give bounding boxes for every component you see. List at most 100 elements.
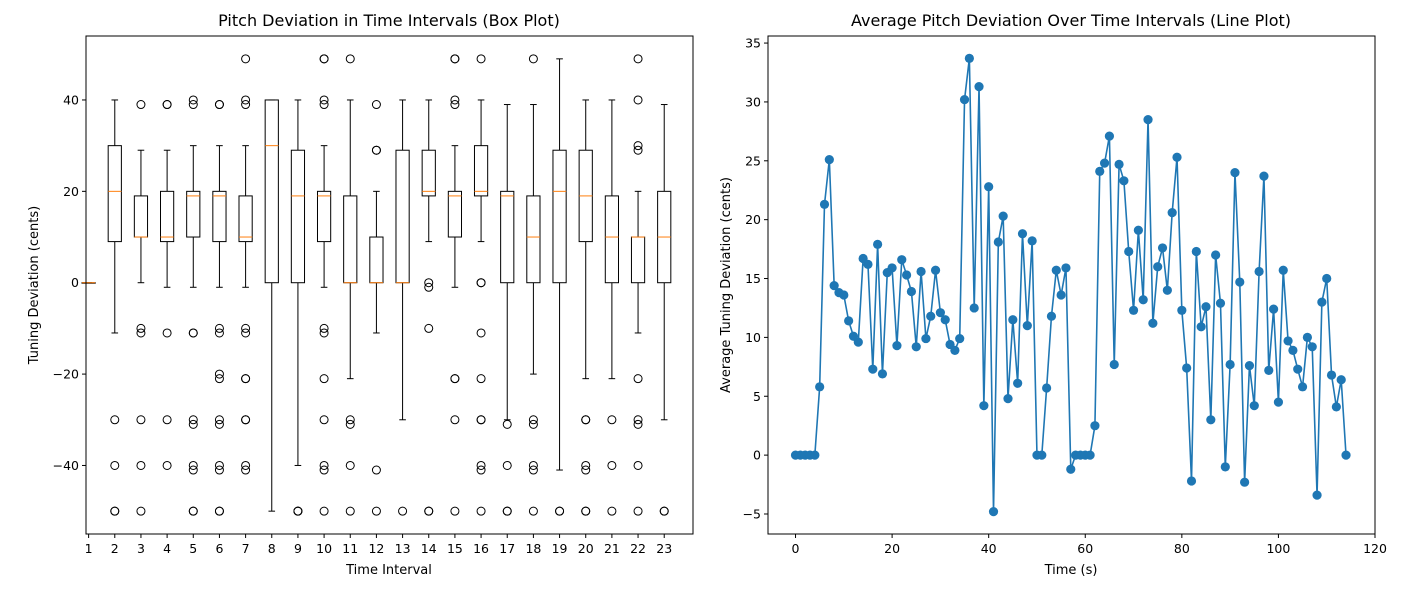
line-plot-x-axis-label: Time (s) bbox=[1044, 563, 1098, 578]
box-flier bbox=[241, 460, 251, 470]
box-flier bbox=[371, 145, 381, 155]
box-flier bbox=[528, 506, 538, 516]
avg-deviation-point bbox=[1114, 159, 1124, 169]
box-flier bbox=[136, 328, 146, 338]
avg-deviation-point bbox=[1322, 273, 1332, 284]
box-flier bbox=[293, 506, 303, 516]
box-y-tick-label: 40 bbox=[63, 92, 79, 107]
box-flier bbox=[188, 419, 198, 429]
avg-deviation-point bbox=[993, 237, 1003, 247]
avg-deviation-point bbox=[839, 290, 849, 300]
box-flier bbox=[214, 419, 224, 429]
avg-deviation-point bbox=[1331, 402, 1341, 412]
avg-deviation-point bbox=[1225, 359, 1235, 370]
box-flier bbox=[476, 460, 486, 470]
avg-deviation-point bbox=[964, 53, 974, 63]
box-flier bbox=[345, 460, 355, 470]
box-flier bbox=[162, 328, 172, 338]
line-x-tick-label: 100 bbox=[1266, 541, 1290, 556]
box-flier bbox=[319, 415, 329, 425]
avg-deviation-point bbox=[930, 265, 941, 275]
avg-deviation-point bbox=[1061, 263, 1071, 273]
avg-deviation-point bbox=[988, 507, 999, 517]
box-flier bbox=[502, 419, 512, 429]
box-flier bbox=[450, 506, 460, 516]
avg-deviation-point bbox=[1177, 305, 1187, 315]
avg-deviation-point bbox=[979, 401, 989, 411]
line-plot-y-axis-label: Average Tuning Deviation (cents) bbox=[719, 177, 734, 393]
avg-deviation-point bbox=[1264, 365, 1274, 375]
avg-deviation-point bbox=[1196, 322, 1206, 332]
avg-deviation-point bbox=[1003, 394, 1013, 404]
box-flier bbox=[241, 54, 251, 64]
box-flier bbox=[136, 460, 146, 470]
box-flier bbox=[136, 415, 146, 425]
box-x-tick-label: 18 bbox=[525, 541, 541, 556]
box-flier bbox=[450, 95, 460, 105]
box-y-tick-label: 0 bbox=[71, 275, 79, 290]
avg-deviation-point bbox=[873, 239, 883, 249]
box-iqr bbox=[552, 149, 567, 284]
avg-deviation-point bbox=[1162, 285, 1172, 295]
avg-deviation-point bbox=[1235, 277, 1245, 287]
box-flier bbox=[476, 374, 486, 384]
box-iqr bbox=[447, 190, 463, 238]
box-iqr bbox=[238, 195, 253, 243]
avg-deviation-point bbox=[824, 155, 834, 165]
avg-deviation-point bbox=[1249, 401, 1259, 411]
box-iqr bbox=[107, 145, 122, 243]
avg-deviation-point bbox=[901, 270, 912, 280]
avg-deviation-point bbox=[1182, 363, 1192, 373]
avg-deviation-point bbox=[1230, 167, 1240, 178]
avg-deviation-point bbox=[1066, 464, 1076, 474]
box-flier bbox=[371, 465, 381, 475]
box-flier bbox=[188, 415, 198, 425]
avg-deviation-point bbox=[1278, 265, 1288, 275]
box-plot-panel: Pitch Deviation in Time Intervals (Box P… bbox=[27, 11, 694, 578]
box-flier bbox=[633, 145, 643, 155]
avg-deviation-point bbox=[1273, 397, 1284, 407]
line-y-tick-label: 20 bbox=[745, 212, 761, 227]
box-flier bbox=[214, 100, 224, 110]
line-y-tick-label: 15 bbox=[745, 271, 761, 286]
box-flier bbox=[241, 328, 251, 338]
avg-deviation-point bbox=[906, 286, 917, 297]
box-flier bbox=[528, 54, 538, 64]
line-plot-panel: Average Pitch Deviation Over Time Interv… bbox=[719, 11, 1387, 578]
box-flier bbox=[162, 460, 172, 470]
box-flier bbox=[450, 54, 460, 64]
line-y-tick-label: 10 bbox=[745, 330, 761, 345]
box-plot-x-axis-label: Time Interval bbox=[345, 563, 432, 578]
avg-deviation-point bbox=[1254, 266, 1264, 277]
box-flier bbox=[319, 54, 329, 64]
box-flier bbox=[633, 460, 643, 470]
box-plot-axes-frame bbox=[85, 35, 694, 535]
line-y-tick-label: 35 bbox=[745, 36, 761, 51]
box-iqr bbox=[264, 99, 279, 284]
avg-deviation-point bbox=[1090, 421, 1100, 431]
avg-deviation-point bbox=[1027, 236, 1037, 246]
avg-deviation-point bbox=[1312, 490, 1322, 500]
box-flier bbox=[607, 460, 617, 470]
box-flier bbox=[633, 419, 643, 429]
box-flier bbox=[319, 460, 329, 470]
line-x-tick-label: 80 bbox=[1174, 541, 1190, 556]
box-flier bbox=[319, 374, 329, 384]
avg-deviation-point bbox=[1240, 477, 1250, 487]
box-y-tick-label: −40 bbox=[53, 458, 79, 473]
box-x-tick-label: 8 bbox=[268, 541, 276, 556]
box-flier bbox=[188, 100, 198, 110]
avg-deviation-point bbox=[1191, 246, 1201, 257]
avg-deviation-point bbox=[1157, 243, 1168, 253]
avg-deviation-point bbox=[1153, 262, 1163, 272]
box-x-tick-label: 23 bbox=[656, 541, 672, 556]
box-flier bbox=[241, 100, 251, 110]
box-x-tick-label: 15 bbox=[447, 541, 463, 556]
avg-deviation-point bbox=[1336, 375, 1346, 385]
box-flier bbox=[607, 506, 617, 516]
box-flier bbox=[136, 506, 146, 516]
avg-deviation-point bbox=[921, 333, 931, 344]
avg-deviation-point bbox=[1293, 364, 1303, 374]
line-plot-title: Average Pitch Deviation Over Time Interv… bbox=[851, 11, 1291, 30]
